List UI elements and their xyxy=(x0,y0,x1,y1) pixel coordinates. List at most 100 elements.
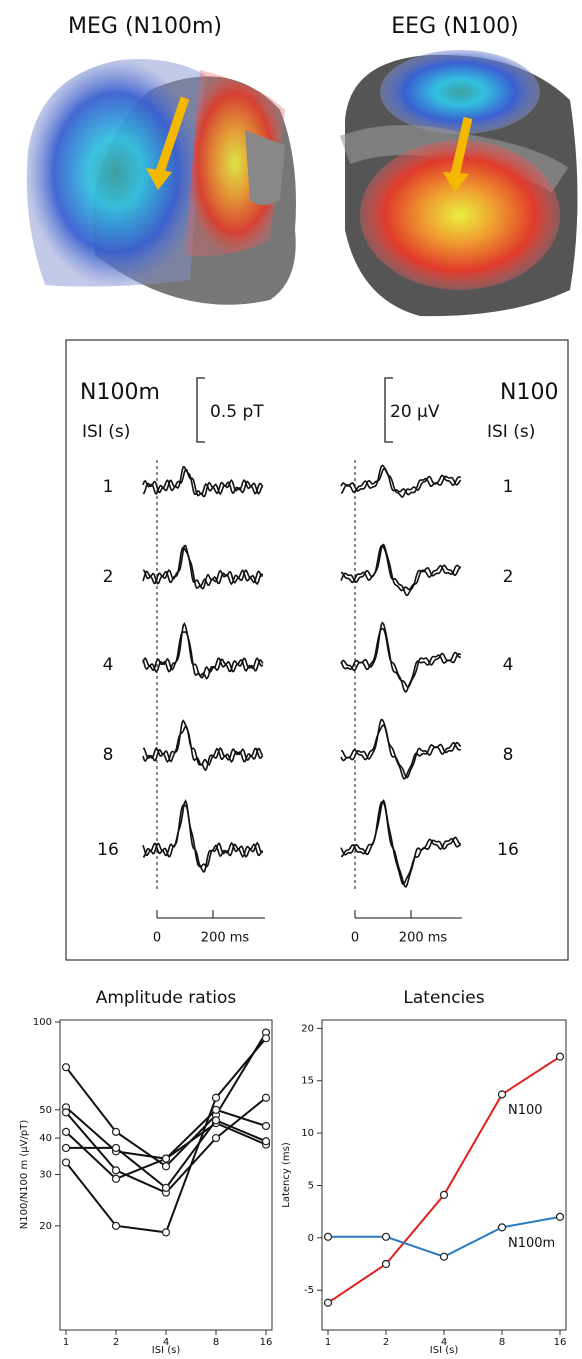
y-tick-label: 20 xyxy=(39,1221,52,1232)
isi-label: 4 xyxy=(503,655,514,675)
x-tick-label: 4 xyxy=(441,1337,447,1348)
series-line xyxy=(65,1096,267,1194)
y-tick-label: 40 xyxy=(39,1133,52,1144)
chart-title: Latencies xyxy=(403,988,484,1008)
time-axis xyxy=(156,910,265,919)
series-line xyxy=(65,1106,267,1160)
y-tick-label: 20 xyxy=(301,1023,314,1034)
time-tick-label: 0 xyxy=(351,931,359,946)
eeg-head xyxy=(339,50,578,317)
eeg-title: EEG (N100) xyxy=(391,14,518,39)
waveform-trace xyxy=(340,464,461,496)
isi-label: 1 xyxy=(503,477,514,497)
data-point xyxy=(61,1127,71,1136)
data-point xyxy=(211,1105,221,1114)
y-axis-label: N100/N100 m (μV/pT) xyxy=(19,1120,30,1230)
data-point xyxy=(61,1063,71,1072)
left-isi-label: ISI (s) xyxy=(82,422,130,442)
data-point xyxy=(497,1223,507,1232)
left-title: N100m xyxy=(80,380,160,405)
x-tick-label: 8 xyxy=(213,1337,219,1348)
waveform-trace xyxy=(142,544,264,590)
data-point xyxy=(497,1090,507,1099)
isi-label: 16 xyxy=(497,840,519,860)
right-scale: 20 μV xyxy=(390,402,440,422)
x-tick-label: 1 xyxy=(325,1337,331,1348)
data-point xyxy=(261,1093,271,1102)
data-point xyxy=(323,1232,333,1241)
waveform-trace xyxy=(340,800,461,888)
data-point xyxy=(161,1228,171,1237)
waveform-trace xyxy=(142,804,264,868)
x-axis-label: ISI (s) xyxy=(430,1345,459,1356)
x-tick-label: 1 xyxy=(63,1337,69,1348)
scale-bar xyxy=(384,377,393,443)
right-title: N100 xyxy=(500,380,558,405)
waveform-trace xyxy=(340,627,461,693)
data-point xyxy=(111,1127,121,1136)
time-axis xyxy=(354,910,462,919)
data-point xyxy=(161,1183,171,1192)
y-tick-label: 100 xyxy=(33,1017,52,1028)
x-axis-label: ISI (s) xyxy=(152,1345,181,1356)
data-point xyxy=(111,1221,121,1230)
waveform-trace xyxy=(142,798,263,873)
isi-label: 2 xyxy=(503,567,514,587)
waveform-trace xyxy=(341,544,461,597)
y-tick-label: 50 xyxy=(39,1105,52,1116)
x-tick-label: 4 xyxy=(163,1337,169,1348)
series-line xyxy=(66,1119,267,1190)
x-tick-label: 16 xyxy=(260,1337,273,1348)
waveform-trace xyxy=(340,799,462,885)
time-tick-label: 0 xyxy=(153,931,161,946)
data-point xyxy=(111,1174,121,1183)
series-label: N100m xyxy=(508,1236,555,1251)
data-point xyxy=(161,1162,171,1171)
data-point xyxy=(261,1137,271,1146)
isi-label: 8 xyxy=(503,745,514,765)
data-point xyxy=(555,1212,565,1221)
left-scale: 0.5 pT xyxy=(210,402,264,422)
plot-frame xyxy=(59,1019,273,1331)
x-tick-label: 8 xyxy=(499,1337,505,1348)
y-axis-label: Latency (ms) xyxy=(281,1142,292,1208)
meg-head xyxy=(26,59,297,305)
series-label: N100 xyxy=(508,1103,543,1118)
right-isi-label: ISI (s) xyxy=(487,422,535,442)
isi-label: 16 xyxy=(97,840,119,860)
y-tick-label: 15 xyxy=(301,1076,314,1087)
waveform-trace xyxy=(340,723,461,780)
data-point xyxy=(61,1143,71,1153)
scale-bar xyxy=(196,377,205,443)
data-point xyxy=(323,1298,333,1307)
y-tick-label: 0 xyxy=(308,1233,314,1244)
panel-frame xyxy=(65,339,569,961)
y-tick-label: -5 xyxy=(304,1285,314,1296)
isi-label: 4 xyxy=(103,655,114,675)
x-tick-label: 16 xyxy=(554,1337,567,1348)
y-tick-label: 30 xyxy=(39,1170,52,1181)
data-point xyxy=(381,1259,391,1269)
x-tick-label: 2 xyxy=(383,1337,389,1348)
x-tick-label: 2 xyxy=(113,1337,119,1348)
waveform-trace xyxy=(142,719,264,767)
data-point xyxy=(555,1052,565,1061)
data-point xyxy=(161,1154,171,1163)
time-tick-label: 200 ms xyxy=(399,931,448,946)
data-point xyxy=(111,1143,121,1153)
time-tick-label: 200 ms xyxy=(201,931,250,946)
series-line xyxy=(65,1037,267,1234)
data-point xyxy=(439,1190,449,1199)
data-point xyxy=(61,1158,71,1167)
waveform-trace xyxy=(142,546,263,587)
data-point xyxy=(211,1093,221,1102)
waveform-trace xyxy=(142,631,264,680)
waveform-trace xyxy=(142,725,264,772)
data-point xyxy=(439,1252,449,1261)
waveforms xyxy=(142,464,462,888)
waveform-trace xyxy=(340,543,462,592)
data-point xyxy=(211,1133,221,1143)
isi-label: 2 xyxy=(103,567,114,587)
